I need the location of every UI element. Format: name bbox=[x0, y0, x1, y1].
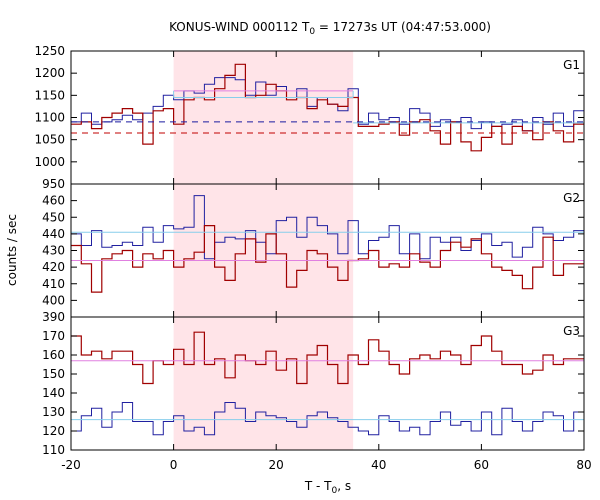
shaded-interval bbox=[173, 184, 354, 317]
x-tick-label: 40 bbox=[371, 458, 386, 472]
y-tick-label: 1100 bbox=[34, 111, 65, 125]
x-tick-label: 20 bbox=[269, 458, 284, 472]
y-tick-label: 1150 bbox=[34, 88, 65, 102]
y-tick-label: 1000 bbox=[34, 155, 65, 169]
x-tick-labels: -20 0 20 40 60 80 bbox=[61, 458, 591, 472]
y-tick-label: 1200 bbox=[34, 66, 65, 80]
series-red bbox=[71, 63, 584, 152]
panel-label: G1 bbox=[563, 58, 580, 72]
y-tick-label: 1050 bbox=[34, 133, 65, 147]
y-tick-label: 110 bbox=[42, 443, 65, 457]
panel-g1: 950 1000 1050 1100 1150 1200 1250 G1 bbox=[34, 44, 585, 191]
y-tick-label: 160 bbox=[42, 348, 65, 362]
series-blue bbox=[71, 195, 584, 260]
x-tick-label: 80 bbox=[576, 458, 591, 472]
x-tick-label: 60 bbox=[474, 458, 489, 472]
series-blue bbox=[71, 402, 584, 436]
chart-title: KONUS-WIND 000112 T0 = 17273s UT (04:47:… bbox=[169, 20, 491, 37]
y-tick-label: 140 bbox=[42, 386, 65, 400]
x-axis-label: T - T0, s bbox=[304, 479, 351, 496]
y-tick-label: 390 bbox=[42, 310, 65, 324]
panels-group: 950 1000 1050 1100 1150 1200 1250 G1 390 400 410 42… bbox=[34, 44, 585, 457]
panel-plot-area bbox=[71, 195, 584, 293]
y-tick-label: 400 bbox=[42, 293, 65, 307]
panel-g2: 390 400 410 420 430 440 450 460 G2 bbox=[42, 183, 585, 324]
y-axis-label: counts / sec bbox=[5, 214, 19, 286]
panel-plot-area bbox=[71, 63, 584, 152]
panel-label: G3 bbox=[563, 324, 580, 338]
y-tick-label: 950 bbox=[42, 177, 65, 191]
series-red bbox=[71, 225, 584, 293]
y-tick-label: 120 bbox=[42, 424, 65, 438]
y-tick-label: 420 bbox=[42, 260, 65, 274]
shaded-interval bbox=[173, 317, 354, 450]
y-tick-label: 1250 bbox=[34, 44, 65, 58]
chart-title-subscript: 0 bbox=[309, 27, 315, 37]
y-tick-label: 150 bbox=[42, 367, 65, 381]
y-tick-label: 440 bbox=[42, 227, 65, 241]
y-tick-label: 130 bbox=[42, 405, 65, 419]
panel-plot-area bbox=[71, 331, 584, 436]
y-tick-label: 450 bbox=[42, 210, 65, 224]
panel-label: G2 bbox=[563, 191, 580, 205]
panel-frame bbox=[70, 316, 585, 451]
x-axis-label-subscript: 0 bbox=[332, 486, 338, 496]
shaded-interval bbox=[173, 51, 354, 184]
y-tick-label: 410 bbox=[42, 277, 65, 291]
panel-g3: 110 120 130 140 150 160 170 G3 bbox=[42, 316, 585, 457]
y-tick-label: 430 bbox=[42, 244, 65, 258]
x-tick-label: -20 bbox=[61, 458, 81, 472]
x-tick-label: 0 bbox=[170, 458, 178, 472]
y-tick-label: 460 bbox=[42, 194, 65, 208]
y-tick-label: 170 bbox=[42, 329, 65, 343]
